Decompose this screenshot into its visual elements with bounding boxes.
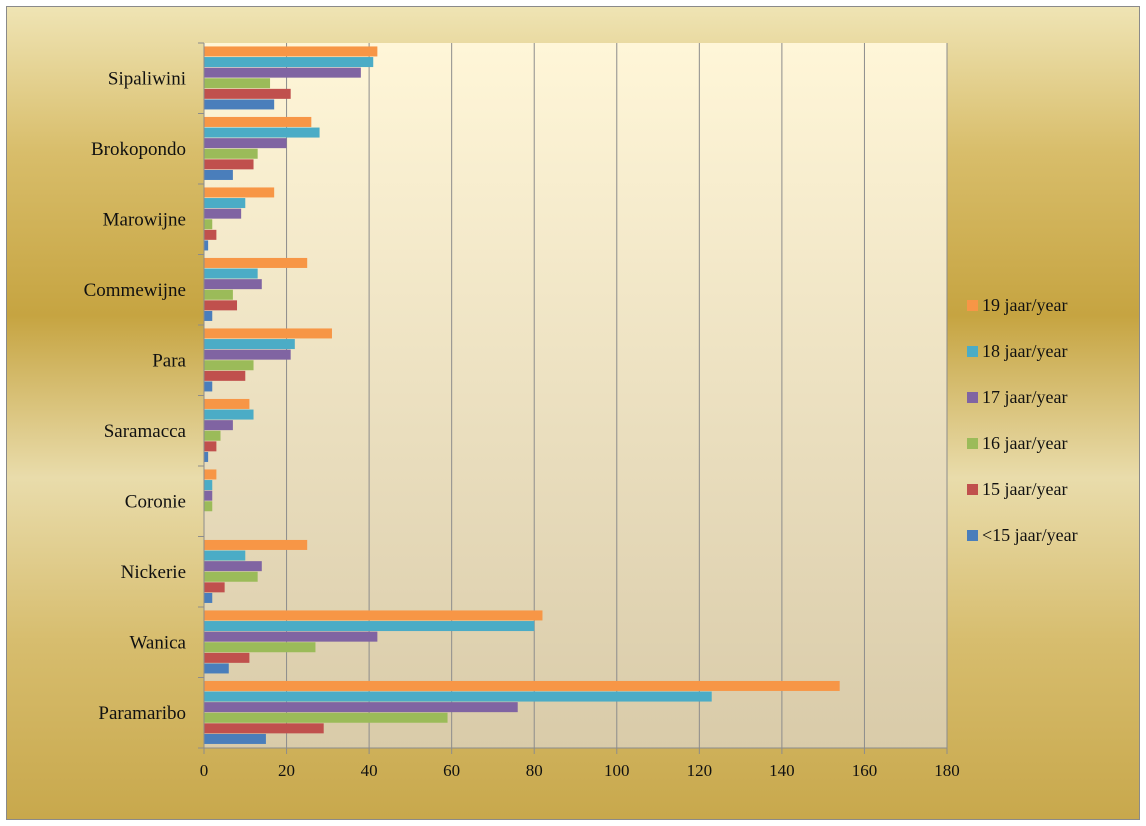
legend-swatch (967, 300, 978, 311)
bar (204, 268, 258, 279)
bar (204, 571, 258, 582)
bar (204, 592, 213, 603)
legend-label: 15 jaar/year (982, 479, 1067, 499)
bar (204, 339, 295, 350)
category-label: Commewijne (84, 280, 186, 301)
bar (204, 691, 712, 702)
bar (204, 480, 213, 491)
bar (204, 652, 250, 663)
bar (204, 198, 246, 209)
bar (204, 289, 233, 300)
legend-label: 17 jaar/year (982, 387, 1067, 407)
legend-label: <15 jaar/year (982, 525, 1078, 545)
bar (204, 539, 308, 550)
bar (204, 148, 258, 159)
legend-label: 16 jaar/year (982, 433, 1067, 453)
x-tick-labels: 0 20 40 60 80 100 120 140 160 180 (200, 761, 960, 780)
x-tick-label: 80 (526, 761, 543, 780)
bar (204, 723, 324, 734)
bar (204, 57, 374, 68)
legend-swatch (967, 484, 978, 495)
legend-swatch (967, 392, 978, 403)
bar (204, 67, 361, 78)
bar (204, 582, 225, 593)
x-tick-label: 60 (443, 761, 460, 780)
x-tick-label: 180 (934, 761, 960, 780)
bar (204, 430, 221, 441)
bar (204, 469, 217, 480)
bar (204, 451, 209, 462)
bar (204, 88, 291, 99)
legend: 19 jaar/year 18 jaar/year 17 jaar/year 16 j… (967, 295, 1078, 545)
gridlines (286, 43, 948, 748)
x-tick-label: 120 (687, 761, 713, 780)
bar (204, 360, 254, 371)
bar (204, 490, 213, 501)
bar (204, 702, 518, 713)
x-tick-label: 140 (769, 761, 795, 780)
bar (204, 370, 246, 381)
chart-frame: 0 20 40 60 80 100 120 140 160 180 Paramaribo Wanic… (6, 6, 1140, 820)
legend-swatch (967, 530, 978, 541)
legend-label: 19 jaar/year (982, 295, 1067, 315)
bar (204, 257, 308, 268)
category-label: Marowijne (103, 209, 186, 230)
bar (204, 328, 332, 339)
bar (204, 116, 312, 127)
x-tick-label: 40 (361, 761, 378, 780)
legend-label: 18 jaar/year (982, 341, 1067, 361)
category-label: Coronie (125, 491, 186, 512)
legend-swatch (967, 346, 978, 357)
bar (204, 78, 271, 89)
bar (204, 610, 543, 621)
bar (204, 733, 266, 744)
bar (204, 663, 229, 674)
bars (204, 46, 840, 744)
x-tick-label: 20 (278, 761, 295, 780)
bar (204, 631, 378, 642)
bar (204, 621, 535, 632)
bar (204, 349, 291, 360)
bar (204, 561, 262, 572)
category-label: Para (152, 350, 186, 371)
category-label: Saramacca (104, 421, 187, 442)
bar (204, 127, 320, 138)
bar (204, 300, 238, 311)
legend-swatch (967, 438, 978, 449)
bar (204, 240, 209, 251)
x-tick-label: 100 (604, 761, 630, 780)
bar (204, 219, 213, 230)
bar (204, 279, 262, 290)
bar (204, 550, 246, 561)
bar (204, 208, 242, 219)
bar (204, 712, 448, 723)
bar (204, 310, 213, 321)
bar (204, 138, 287, 149)
bar (204, 99, 275, 110)
bar (204, 381, 213, 392)
category-label: Brokopondo (91, 139, 186, 160)
bar (204, 229, 217, 240)
bar (204, 409, 254, 420)
category-label: Nickerie (121, 562, 186, 583)
category-label: Paramaribo (98, 703, 186, 724)
category-label: Wanica (130, 632, 187, 653)
bar (204, 159, 254, 170)
category-label: Sipaliwini (108, 68, 186, 89)
bar (204, 642, 316, 653)
category-labels: Paramaribo Wanica Nickerie Coronie Saramacca… (84, 68, 187, 724)
axes (198, 42, 948, 754)
bar-chart: 0 20 40 60 80 100 120 140 160 180 Paramaribo Wanic… (84, 42, 1078, 780)
bar (204, 420, 233, 431)
bar (204, 398, 250, 409)
bar (204, 441, 217, 452)
bar (204, 501, 213, 512)
bar (204, 46, 378, 57)
x-tick-label: 0 (200, 761, 209, 780)
bar (204, 187, 275, 198)
bar (204, 680, 840, 691)
x-tick-label: 160 (852, 761, 878, 780)
bar (204, 169, 233, 180)
